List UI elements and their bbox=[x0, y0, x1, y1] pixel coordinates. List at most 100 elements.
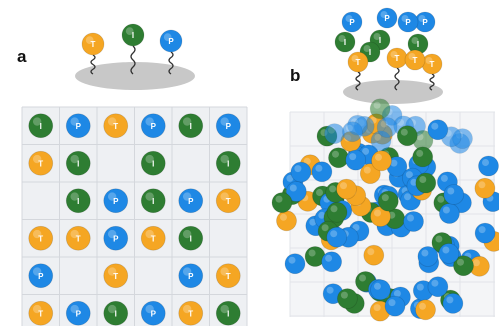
blue-p-ball: P bbox=[321, 0, 343, 273]
svg-text:P: P bbox=[421, 0, 427, 5]
svg-text:P: P bbox=[447, 0, 453, 5]
svg-text:P: P bbox=[450, 0, 456, 5]
green-i-ball: I bbox=[178, 225, 204, 251]
svg-text:P: P bbox=[329, 0, 335, 5]
svg-text:P: P bbox=[389, 0, 395, 5]
svg-text:P: P bbox=[294, 0, 300, 5]
svg-text:P: P bbox=[384, 0, 390, 5]
svg-text:T: T bbox=[491, 0, 496, 5]
green-i-ball: I bbox=[334, 31, 356, 53]
yellow-t-ball: T bbox=[215, 188, 241, 214]
linker-tether bbox=[168, 51, 174, 75]
svg-text:I: I bbox=[334, 0, 336, 5]
blue-p-ball: P bbox=[178, 263, 204, 289]
yellow-t-ball: T bbox=[103, 263, 129, 289]
svg-text:P: P bbox=[410, 0, 416, 5]
yellow-t-ball: T bbox=[474, 0, 496, 199]
svg-text:I: I bbox=[77, 197, 79, 206]
green-i-ball: I bbox=[215, 150, 241, 176]
blue-p-ball: P bbox=[215, 113, 241, 139]
svg-text:P: P bbox=[188, 197, 194, 206]
svg-text:T: T bbox=[188, 309, 193, 318]
svg-text:T: T bbox=[413, 56, 418, 65]
linker-tether bbox=[130, 45, 136, 75]
green-i-ball: I bbox=[103, 300, 129, 326]
svg-text:P: P bbox=[490, 0, 496, 5]
svg-text:P: P bbox=[457, 0, 463, 5]
blue-p-ball: P bbox=[178, 188, 204, 214]
svg-text:P: P bbox=[356, 0, 362, 5]
svg-text:P: P bbox=[386, 0, 392, 5]
svg-text:P: P bbox=[425, 0, 431, 5]
svg-text:I: I bbox=[370, 0, 372, 5]
yellow-t-ball: T bbox=[336, 0, 357, 200]
panel-a-motif: T I P bbox=[75, 23, 195, 90]
svg-text:I: I bbox=[344, 38, 346, 47]
svg-text:P: P bbox=[426, 0, 432, 5]
svg-text:T: T bbox=[38, 159, 43, 168]
svg-text:P: P bbox=[392, 0, 398, 5]
svg-text:P: P bbox=[350, 0, 356, 5]
svg-text:I: I bbox=[388, 0, 390, 5]
svg-text:P: P bbox=[376, 0, 382, 5]
yellow-t-ball: T bbox=[178, 300, 204, 326]
svg-text:I: I bbox=[327, 0, 329, 5]
svg-text:P: P bbox=[398, 0, 404, 5]
svg-text:P: P bbox=[396, 0, 402, 5]
svg-text:T: T bbox=[370, 0, 375, 5]
yellow-t-ball: T bbox=[363, 0, 385, 266]
svg-text:I: I bbox=[379, 36, 381, 45]
svg-text:I: I bbox=[369, 48, 371, 57]
svg-text:I: I bbox=[77, 159, 79, 168]
svg-text:P: P bbox=[168, 37, 174, 46]
panel-b-label: b bbox=[290, 66, 301, 85]
svg-text:I: I bbox=[425, 0, 427, 5]
svg-text:P: P bbox=[414, 0, 420, 5]
green-i-ball: I bbox=[28, 113, 54, 139]
svg-text:I: I bbox=[388, 0, 390, 5]
blue-p-ball: P bbox=[386, 0, 408, 178]
svg-text:P: P bbox=[378, 0, 384, 5]
svg-text:P: P bbox=[482, 0, 488, 5]
yellow-t-ball: T bbox=[386, 47, 408, 69]
svg-text:I: I bbox=[132, 31, 134, 40]
svg-text:P: P bbox=[319, 0, 325, 5]
blue-p-ball: P bbox=[370, 0, 391, 301]
svg-text:P: P bbox=[384, 0, 390, 5]
svg-text:P: P bbox=[113, 234, 119, 243]
svg-text:I: I bbox=[353, 0, 355, 5]
yellow-t-ball: T bbox=[28, 150, 54, 176]
svg-text:P: P bbox=[435, 0, 441, 5]
svg-text:I: I bbox=[417, 40, 419, 49]
svg-text:P: P bbox=[405, 18, 411, 27]
svg-text:P: P bbox=[346, 0, 352, 5]
svg-text:I: I bbox=[396, 0, 398, 5]
svg-text:I: I bbox=[40, 122, 42, 131]
blue-p-ball: P bbox=[28, 263, 54, 289]
yellow-t-ball: T bbox=[28, 300, 54, 326]
svg-text:P: P bbox=[339, 0, 345, 5]
svg-text:I: I bbox=[337, 0, 339, 5]
yellow-t-ball: T bbox=[347, 51, 369, 73]
svg-text:T: T bbox=[374, 0, 379, 5]
svg-text:T: T bbox=[226, 197, 231, 206]
svg-text:P: P bbox=[378, 0, 384, 5]
svg-text:I: I bbox=[449, 0, 451, 5]
green-i-ball: I bbox=[326, 0, 348, 223]
blue-p-ball: P bbox=[384, 0, 406, 317]
svg-text:T: T bbox=[226, 272, 231, 281]
yellow-t-ball: T bbox=[103, 113, 129, 139]
svg-text:I: I bbox=[378, 0, 380, 5]
yellow-t-ball: T bbox=[65, 225, 91, 251]
blue-p-ball: P bbox=[341, 0, 363, 143]
svg-text:P: P bbox=[422, 18, 428, 27]
svg-text:T: T bbox=[353, 0, 358, 5]
svg-text:P: P bbox=[292, 0, 298, 5]
svg-text:P: P bbox=[364, 0, 370, 5]
tray-surface bbox=[75, 62, 195, 90]
svg-text:I: I bbox=[346, 0, 348, 5]
panel-b-motif: P PI I IP PIT TTT bbox=[334, 7, 443, 104]
svg-text:T: T bbox=[482, 0, 487, 5]
blue-p-ball: P bbox=[442, 0, 464, 314]
svg-text:P: P bbox=[330, 0, 336, 5]
